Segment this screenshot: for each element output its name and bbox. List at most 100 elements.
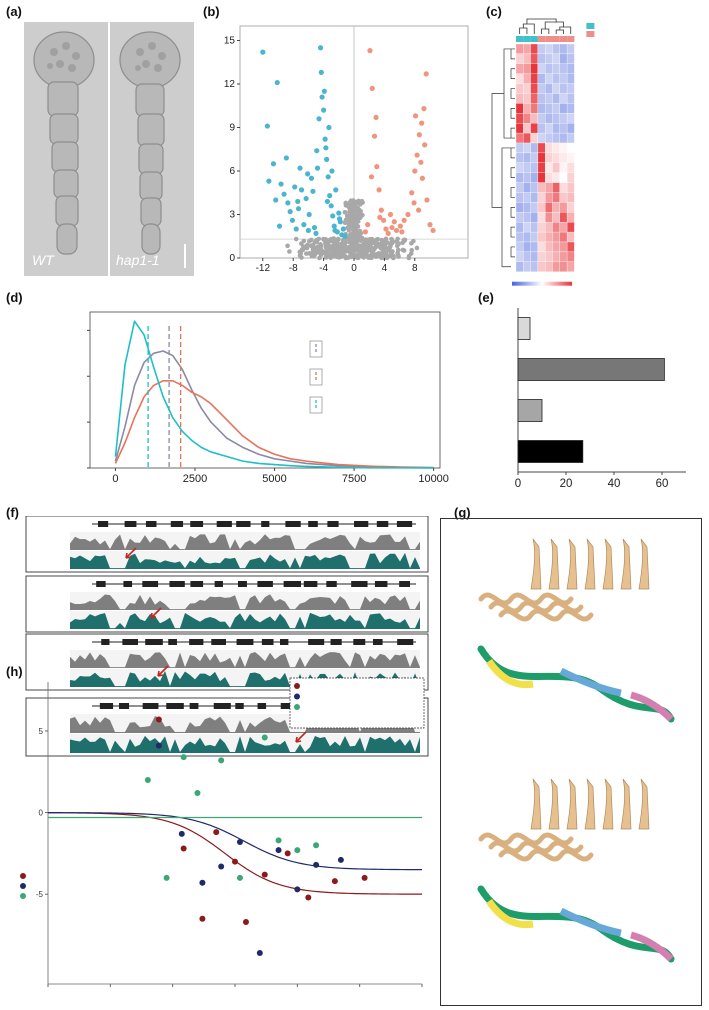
volcano-point-nonsig bbox=[366, 247, 372, 253]
volcano-point-nonsig bbox=[379, 237, 384, 243]
volcano-point-nonsig bbox=[409, 247, 415, 253]
heatmap-col-dendrogram-lines bbox=[519, 18, 572, 34]
density-line-2 bbox=[114, 320, 434, 469]
volcano-point bbox=[301, 222, 307, 228]
volcano-point-nonsig bbox=[380, 253, 386, 258]
heatmap-cell bbox=[559, 162, 568, 173]
beta-strand bbox=[602, 538, 614, 590]
gene-exon bbox=[261, 521, 270, 527]
gene-exon bbox=[397, 639, 414, 645]
heatmap-cell bbox=[566, 212, 575, 223]
volcano-nonsig-points bbox=[285, 198, 420, 261]
heatmap-cell bbox=[537, 202, 546, 213]
volcano-xtick-label: 0 bbox=[351, 263, 357, 274]
heatmap-cell bbox=[545, 43, 553, 55]
panel-label-a: (a) bbox=[6, 4, 22, 19]
heatmap-cell bbox=[530, 103, 539, 114]
heatmap-cell bbox=[523, 172, 531, 183]
volcano-xtick-label: -4 bbox=[319, 263, 328, 274]
heatmap-cell bbox=[515, 93, 524, 104]
gene-exon bbox=[308, 639, 325, 645]
volcano-point bbox=[387, 211, 394, 218]
heatmap-cell bbox=[559, 103, 568, 114]
heatmap-cell bbox=[530, 113, 539, 124]
volcano-point-nonsig bbox=[335, 236, 341, 242]
volcano-point bbox=[401, 217, 407, 223]
volcano-point-nonsig bbox=[376, 253, 381, 259]
heatmap-cell bbox=[545, 202, 553, 213]
volcano-point bbox=[287, 209, 293, 215]
heatmap-cell bbox=[566, 202, 575, 213]
binding-legend-dot bbox=[294, 704, 300, 710]
gene-exon bbox=[189, 703, 199, 709]
panel-label-e: (e) bbox=[478, 290, 494, 305]
volcano-point bbox=[313, 230, 319, 236]
heatmap-group-bar bbox=[530, 36, 538, 42]
heatmap-legend-swatch bbox=[586, 23, 595, 29]
heatmap-cell bbox=[537, 251, 546, 262]
heatmap-cell bbox=[537, 132, 546, 144]
heatmap-cell bbox=[515, 261, 524, 272]
binding-point bbox=[232, 858, 238, 865]
volcano-point-nonsig bbox=[400, 247, 406, 253]
micrograph-hap1-label: hap1-1 bbox=[116, 252, 160, 268]
volcano-point bbox=[278, 181, 284, 187]
binding-point bbox=[261, 871, 268, 878]
heatmap-cell bbox=[559, 251, 568, 262]
volcano-point bbox=[340, 226, 346, 232]
heatmap-cell bbox=[523, 73, 531, 84]
volcano-point bbox=[281, 191, 287, 197]
heatmap-cell bbox=[530, 63, 539, 74]
heatmap-cell bbox=[530, 251, 539, 262]
beta-strand bbox=[638, 538, 650, 590]
volcano-point-nonsig bbox=[293, 236, 299, 242]
gene-exon bbox=[330, 639, 342, 645]
gene-exon bbox=[303, 581, 318, 587]
volcano-point bbox=[318, 69, 324, 75]
heatmap-cell bbox=[552, 93, 560, 104]
heatmap-cell bbox=[523, 123, 531, 134]
volcano-point bbox=[274, 79, 280, 86]
heatmap-cell bbox=[530, 142, 539, 154]
heatmap-cell bbox=[530, 192, 539, 203]
heatmap-cell bbox=[515, 241, 524, 253]
gene-exon bbox=[123, 581, 133, 587]
alpha-helix bbox=[478, 592, 574, 606]
heatmap-cell bbox=[523, 152, 531, 163]
heatmap-cell bbox=[559, 192, 568, 203]
volcano-point-nonsig bbox=[333, 241, 338, 247]
heatmap-cell bbox=[552, 73, 560, 84]
volcano-point bbox=[319, 94, 325, 100]
rna-segment-blue bbox=[559, 667, 622, 697]
panel-g-structures bbox=[440, 518, 702, 1006]
density-xtick-label: 10000 bbox=[418, 473, 449, 485]
volcano-point bbox=[260, 49, 266, 55]
gene-exon bbox=[124, 521, 137, 527]
volcano-point-nonsig bbox=[373, 244, 379, 249]
binding-point bbox=[218, 757, 225, 764]
volcano-point bbox=[316, 116, 322, 122]
volcano-point-nonsig bbox=[344, 246, 350, 252]
volcano-point-nonsig bbox=[342, 253, 348, 259]
volcano-point bbox=[328, 203, 334, 209]
heatmap-cell bbox=[545, 93, 553, 104]
binding-legend-box bbox=[289, 677, 425, 729]
binding-point bbox=[242, 918, 249, 925]
heatmap-cell bbox=[523, 83, 531, 94]
heatmap-cell bbox=[566, 63, 575, 74]
volcano-point-nonsig bbox=[351, 240, 357, 246]
volcano-point bbox=[422, 142, 428, 148]
heatmap-cell bbox=[552, 103, 560, 114]
volcano-point bbox=[331, 223, 337, 229]
heatmap-cell bbox=[515, 182, 524, 193]
heatmap-cell bbox=[515, 132, 524, 144]
volcano-point bbox=[373, 114, 379, 120]
density-line-1 bbox=[114, 380, 434, 469]
heatmap-cell bbox=[515, 83, 524, 94]
binding-point bbox=[313, 861, 320, 868]
gene-exon bbox=[145, 521, 157, 527]
panel-label-c: (c) bbox=[486, 4, 502, 19]
heatmap-cell bbox=[552, 192, 560, 203]
alpha-helix bbox=[488, 600, 584, 614]
heatmap-cell bbox=[537, 142, 546, 154]
